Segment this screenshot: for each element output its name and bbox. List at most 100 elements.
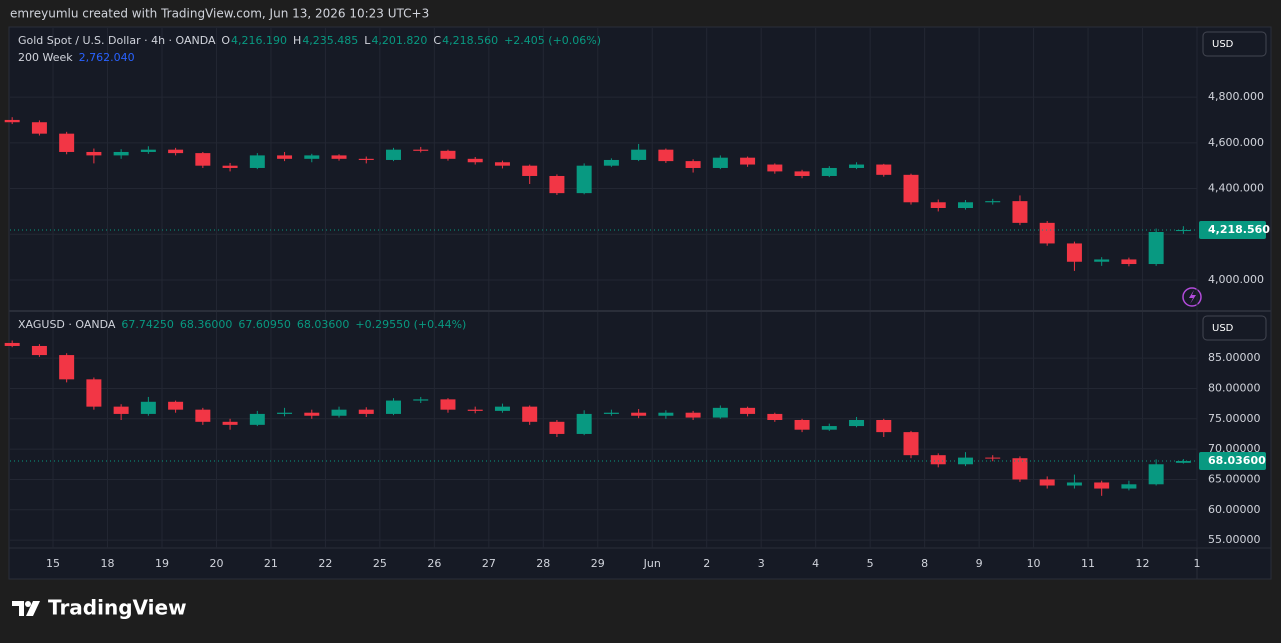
x-tick-label: 22: [318, 557, 332, 570]
candle-body: [740, 407, 756, 414]
candle-body: [549, 175, 565, 194]
legend-value: 67.60950: [238, 318, 291, 331]
x-tick-label: 19: [155, 557, 169, 570]
x-tick-label: 25: [373, 557, 387, 570]
candle-body: [957, 457, 973, 465]
candle-body: [985, 457, 1001, 459]
legend-key: H: [293, 34, 301, 47]
x-tick-label: 28: [536, 557, 550, 570]
y-tick-label: 65.00000: [1208, 472, 1261, 485]
candle-body: [712, 157, 728, 168]
x-tick-label: Jun: [643, 557, 661, 570]
candle-body: [59, 355, 75, 380]
currency-label: USD: [1212, 323, 1234, 334]
candle-body: [631, 412, 647, 416]
y-tick-label: 55.00000: [1208, 533, 1261, 546]
candle-body: [930, 202, 946, 208]
candle-body: [957, 202, 973, 208]
candle-body: [277, 155, 293, 159]
candle-body: [195, 153, 211, 166]
candle-body: [658, 149, 674, 162]
candle-body: [658, 412, 674, 416]
header-credit: emreyumlu created with TradingView.com, …: [10, 7, 429, 21]
x-tick-label: 18: [101, 557, 115, 570]
y-tick-label: 4,800.000: [1208, 90, 1264, 103]
candle-body: [849, 164, 865, 168]
y-tick-label: 4,600.000: [1208, 136, 1264, 149]
candle-body: [522, 165, 538, 176]
currency-button[interactable]: [1202, 31, 1267, 57]
candle-body: [331, 409, 347, 416]
legend-symbol: Gold Spot / U.S. Dollar · 4h · OANDA: [18, 34, 216, 47]
candle-body: [467, 409, 483, 411]
brand-name: TradingView: [48, 596, 187, 620]
candle-body: [1012, 458, 1028, 480]
candle-body: [903, 432, 919, 456]
legend-value: 4,235.485: [302, 34, 358, 47]
candle-body: [331, 155, 347, 159]
candle-body: [1175, 230, 1191, 232]
candle-body: [631, 149, 647, 160]
candle-body: [794, 171, 810, 176]
y-tick-label: 70.00000: [1208, 442, 1261, 455]
candle-body: [59, 133, 75, 152]
brand-logo: [12, 601, 40, 616]
candle-body: [1039, 222, 1055, 244]
candle-body: [195, 409, 211, 422]
candle-body: [358, 158, 374, 160]
candle-body: [386, 400, 401, 414]
legend-symbol: XAGUSD · OANDA: [18, 318, 116, 331]
candle-body: [1066, 482, 1082, 486]
candle-body: [467, 158, 483, 163]
y-tick-label: 60.00000: [1208, 503, 1261, 516]
legend-key: C: [433, 34, 441, 47]
indicator-name: 200 Week: [18, 51, 73, 64]
x-tick-label: 1: [1194, 557, 1201, 570]
y-tick-label: 4,400.000: [1208, 182, 1264, 195]
candle-body: [821, 426, 837, 430]
candle-body: [522, 406, 538, 422]
legend-value: 4,201.820: [371, 34, 427, 47]
candle-body: [767, 413, 783, 420]
x-tick-label: 9: [976, 557, 983, 570]
candle-body: [440, 150, 456, 159]
legend-change: +2.405 (+0.06%): [504, 34, 601, 47]
candle-body: [140, 149, 156, 152]
candle-body: [222, 165, 238, 168]
candle-body: [1148, 232, 1164, 265]
legend-key: O: [221, 34, 230, 47]
candle-body: [386, 149, 401, 160]
x-tick-label: 5: [867, 557, 874, 570]
x-tick-label: 4: [812, 557, 819, 570]
indicator-value: 2,762.040: [79, 51, 135, 64]
candle-body: [86, 151, 102, 156]
x-tick-label: 21: [264, 557, 278, 570]
candle-body: [86, 379, 102, 407]
candle-body: [304, 412, 320, 416]
currency-label: USD: [1212, 39, 1234, 50]
candle-body: [413, 399, 429, 401]
currency-button[interactable]: [1202, 315, 1267, 341]
alert-icon[interactable]: [1182, 287, 1202, 307]
candle-body: [31, 345, 47, 356]
candle-body: [821, 167, 837, 176]
candle-body: [440, 399, 456, 410]
candle-body: [767, 164, 783, 172]
x-tick-label: 12: [1136, 557, 1150, 570]
candle-body: [358, 409, 374, 414]
candle-body: [304, 155, 320, 159]
candle-body: [168, 149, 184, 154]
legend-value: 68.36000: [180, 318, 233, 331]
legend: XAGUSD · OANDA 67.74250 68.36000 67.60950 68…: [18, 318, 466, 331]
x-tick-label: 10: [1027, 557, 1041, 570]
candle-body: [1012, 201, 1028, 223]
legend-value: 4,218.560: [442, 34, 498, 47]
y-tick-label: 85.00000: [1208, 351, 1261, 364]
candle-body: [1148, 464, 1164, 485]
candle-body: [1066, 243, 1082, 262]
candle-body: [576, 413, 592, 434]
candle-body: [4, 342, 20, 346]
candle-body: [1121, 484, 1137, 489]
candle-body: [876, 164, 892, 175]
